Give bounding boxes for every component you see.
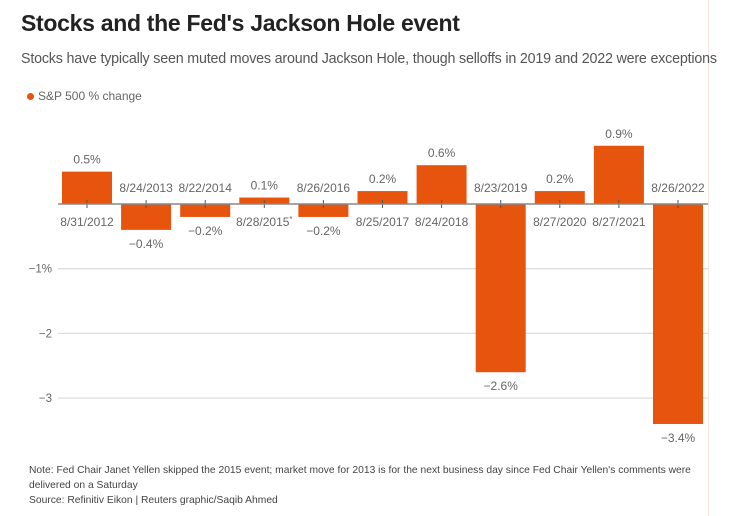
bar [180,204,231,217]
data-label: 0.6% [428,146,456,160]
x-category-label: 8/26/2016 [297,181,351,195]
bar [534,191,585,204]
bar [593,145,644,204]
footnote-line-2: delivered on a Saturday [29,480,138,491]
y-tick-label: −3 [39,393,52,405]
x-category-label: 8/23/2019 [474,181,528,195]
x-category-label: 8/27/2020 [533,215,587,229]
x-category-label: 8/28/2015* [236,215,293,229]
footnote-line-1: Note: Fed Chair Janet Yellen skipped the… [29,465,691,476]
x-category-label: 8/25/2017 [356,215,410,229]
data-label: −0.4% [129,237,164,251]
source-credit: Source: Refinitiv Eikon | Reuters graphi… [29,495,278,506]
data-label: −0.2% [188,224,223,238]
data-label: 0.5% [73,153,101,167]
bar [62,171,112,204]
x-category-label: 8/24/2018 [415,215,469,229]
data-label: 0.9% [605,127,633,141]
x-category-label: 8/24/2013 [119,181,173,195]
chart-title: Stocks and the Fed's Jackson Hole event [21,10,460,36]
footer: Note: Fed Chair Janet Yellen skipped the… [29,463,709,508]
data-label: 0.1% [251,179,279,193]
data-label: 0.2% [369,172,397,186]
axis-layer [58,200,708,208]
chart-subtitle: Stocks have typically seen muted moves a… [21,51,717,67]
data-label: −2.6% [484,379,519,393]
data-label: −0.2% [306,224,341,238]
right-border-rule [708,0,709,516]
bar [357,191,408,204]
x-category-label: 8/22/2014 [179,181,233,195]
label-layer: −1% −2 −3 8/31/2012 0.5% 8/24/2013 −0.4% 8/22/2… [29,127,705,445]
bar-layer [62,145,703,424]
legend-dot-icon [27,92,34,100]
grid-layer [58,268,708,399]
bar [475,204,526,373]
data-label: 0.2% [546,172,574,186]
x-category-label: 8/27/2021 [592,215,646,229]
y-tick-label: −1% [29,264,52,276]
legend: S&P 500 % change [27,89,142,103]
bar [121,204,172,230]
data-label: −3.4% [661,431,696,445]
x-category-label: 8/31/2012 [60,215,114,229]
y-tick-label: −2 [39,328,52,340]
x-category-label: 8/26/2022 [651,181,705,195]
legend-label: S&P 500 % change [38,89,142,103]
bar [416,165,467,204]
bar [298,204,349,217]
bar [653,204,703,424]
